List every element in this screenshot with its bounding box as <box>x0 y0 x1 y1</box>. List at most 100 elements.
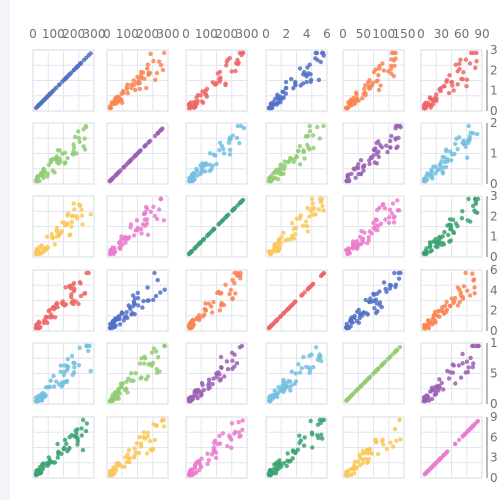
scatter-point <box>288 458 293 464</box>
scatter-point <box>195 243 200 248</box>
scatter-point <box>304 74 309 79</box>
scatter-point <box>194 101 200 106</box>
scatter-point <box>471 361 476 366</box>
scatter-point <box>235 123 240 129</box>
scatter-point <box>278 166 283 171</box>
scatter-point <box>365 460 370 465</box>
scatter-point <box>474 131 480 137</box>
scatter-point <box>210 310 215 315</box>
scatter-point <box>72 207 77 212</box>
scatter-point <box>353 98 359 104</box>
scatter-point <box>129 371 134 376</box>
scatter-point <box>428 241 433 246</box>
scatter-point <box>440 234 445 239</box>
scatter-point <box>320 203 325 209</box>
scatter-point <box>390 352 395 357</box>
scatter-point <box>349 319 354 325</box>
scatter-point <box>200 161 205 166</box>
scatter-point <box>80 222 85 227</box>
scatter-point <box>129 312 134 317</box>
scatter-point <box>56 161 62 166</box>
scatter-point <box>372 306 377 311</box>
scatter-point <box>466 123 471 129</box>
scatter-point <box>472 291 477 296</box>
scatter-point <box>386 220 392 225</box>
scatter-point <box>107 469 113 475</box>
scatter-point <box>188 323 193 329</box>
scatter-point <box>116 388 121 393</box>
scatter-point <box>455 285 460 290</box>
scatter-point <box>45 245 51 250</box>
scatter-point <box>43 393 48 398</box>
right-axis-label: 0 <box>490 397 498 411</box>
scatter-point <box>313 345 319 350</box>
scatter-point <box>199 456 204 461</box>
scatter-point <box>71 201 76 206</box>
scatter-point <box>280 383 285 389</box>
scatter-point <box>44 234 50 239</box>
scatter-point <box>424 102 429 107</box>
scatter-point <box>85 343 90 349</box>
scatter-point <box>70 152 76 157</box>
scatter-point <box>361 310 367 315</box>
scatter-point <box>457 135 462 140</box>
scatter-point <box>234 361 240 366</box>
scatter-point <box>305 142 310 148</box>
scatter-point <box>374 301 379 306</box>
scatter-point <box>470 365 475 370</box>
scatter-point <box>460 209 465 214</box>
scatter-point <box>50 157 56 162</box>
scatter-point <box>191 103 196 109</box>
scatter-point <box>428 389 433 394</box>
scatter-point <box>397 344 403 350</box>
scatter-point <box>371 292 377 297</box>
scatter-point <box>391 220 397 225</box>
scatter-point <box>218 354 224 360</box>
scatter-point <box>361 168 366 173</box>
scatter-point <box>69 353 75 359</box>
scatter-point <box>79 213 85 218</box>
scatter-point <box>308 284 313 289</box>
scatter-point <box>129 378 134 383</box>
scatter-point <box>425 321 431 326</box>
scatter-point <box>34 178 40 184</box>
right-axis-label: 4 <box>490 283 498 297</box>
scatter-point <box>444 299 449 305</box>
scatter-point <box>195 396 200 401</box>
scatter-point <box>80 447 86 453</box>
scatter-point <box>448 227 454 232</box>
scatter-point <box>46 162 52 168</box>
scatter-point <box>228 287 234 293</box>
top-tick-label: 300 <box>83 27 106 41</box>
scatter-point <box>203 88 208 93</box>
scatter-point <box>461 284 467 289</box>
scatter-point <box>288 237 293 242</box>
scatter-point <box>227 137 232 142</box>
scatter-point <box>135 290 140 296</box>
scatter-point <box>54 229 60 234</box>
scatter-point <box>206 458 212 463</box>
scatter-point <box>76 129 81 134</box>
scatter-point <box>64 441 69 446</box>
scatter-point <box>219 301 224 306</box>
scatter-point <box>145 298 150 303</box>
scatter-point <box>388 66 394 72</box>
scatter-point <box>472 285 477 290</box>
scatter-point <box>224 214 229 219</box>
scatter-point <box>439 242 444 247</box>
scatter-point <box>356 171 361 177</box>
scatter-point <box>309 196 315 202</box>
scatter-point <box>76 135 82 141</box>
scatter-point <box>152 213 157 219</box>
scatter-point <box>467 427 472 432</box>
scatter-point <box>457 61 462 66</box>
scatter-point <box>359 229 364 234</box>
scatter-point <box>280 89 285 94</box>
scatter-point <box>357 315 362 321</box>
scatter-point <box>236 60 241 65</box>
scatter-point <box>110 323 115 328</box>
scatter-point <box>73 428 78 433</box>
scatter-point <box>133 450 138 455</box>
scatter-point <box>317 136 322 141</box>
scatter-point <box>304 223 310 229</box>
